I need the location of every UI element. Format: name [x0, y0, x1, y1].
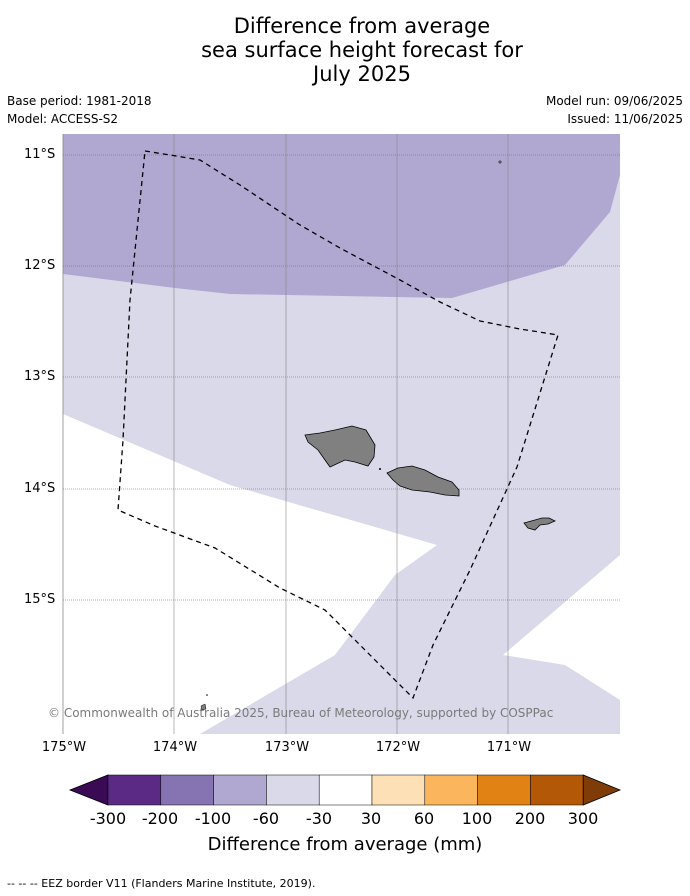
region-white-left	[63, 414, 437, 734]
title-line-2: sea surface height forecast for	[201, 38, 523, 62]
colorbar-label: 200	[514, 809, 546, 828]
lon-label-172w: 172°W	[375, 740, 421, 755]
grid-lines	[173, 134, 509, 734]
lat-label-13s: 13°S	[24, 369, 56, 384]
title-line-1: Difference from average	[233, 14, 491, 38]
title-line-3: July 2025	[313, 62, 411, 86]
lon-label-174w: 174°W	[152, 740, 198, 755]
map-title: Difference from average sea surface heig…	[0, 14, 690, 86]
colorbar-label: 300	[567, 809, 599, 828]
colorbar-arrow-high	[582, 774, 622, 806]
region-white-right	[503, 555, 620, 700]
colorbar-segment	[318, 774, 373, 806]
eez-border	[117, 150, 559, 700]
island-upolu	[386, 465, 460, 497]
colorbar	[68, 774, 622, 806]
colorbar-segment	[371, 774, 426, 806]
island-small	[379, 468, 381, 470]
colorbar-label: -100	[194, 809, 232, 828]
colorbar-label: 60	[413, 809, 435, 828]
colorbar-label: -30	[305, 809, 333, 828]
lon-label-175w: 175°W	[41, 740, 87, 755]
colorbar-segment	[530, 774, 584, 806]
base-period: Base period: 1981-2018	[7, 94, 152, 108]
lon-label-173w: 173°W	[264, 740, 310, 755]
colorbar-segment	[266, 774, 320, 806]
colorbar-segment	[477, 774, 531, 806]
copyright-credit: © Commonwealth of Australia 2025, Bureau…	[48, 706, 554, 720]
island-swains	[498, 160, 502, 164]
region-medium	[63, 134, 620, 298]
colorbar-segment	[160, 774, 214, 806]
colorbar-segment	[213, 774, 267, 806]
island-south-dot	[206, 694, 208, 696]
colorbar-label: 30	[360, 809, 382, 828]
model-run: Model run: 09/06/2025	[545, 94, 683, 108]
island-savaii	[304, 425, 376, 468]
lat-label-12s: 12°S	[24, 258, 56, 273]
colorbar-label: -60	[252, 809, 280, 828]
lat-grid	[63, 154, 620, 601]
lon-label-171w: 171°W	[486, 740, 532, 755]
colorbar-title: Difference from average (mm)	[207, 834, 483, 855]
lat-label-14s: 14°S	[24, 481, 56, 496]
eez-legend-note: -- -- -- EEZ border V11 (Flanders Marine…	[7, 877, 316, 890]
colorbar-segment	[424, 774, 478, 806]
model-name: Model: ACCESS-S2	[7, 112, 119, 126]
colorbar-label: 100	[461, 809, 493, 828]
colorbar-label: -200	[141, 809, 179, 828]
island-south	[200, 703, 207, 711]
colorbar-arrow-low	[68, 774, 109, 806]
colorbar-segment	[107, 774, 162, 806]
colorbar-label: -300	[89, 809, 127, 828]
lat-label-11s: 11°S	[24, 147, 56, 162]
issued-date: Issued: 11/06/2025	[567, 112, 683, 126]
island-tutuila	[523, 517, 556, 531]
lat-label-15s: 15°S	[24, 592, 56, 607]
